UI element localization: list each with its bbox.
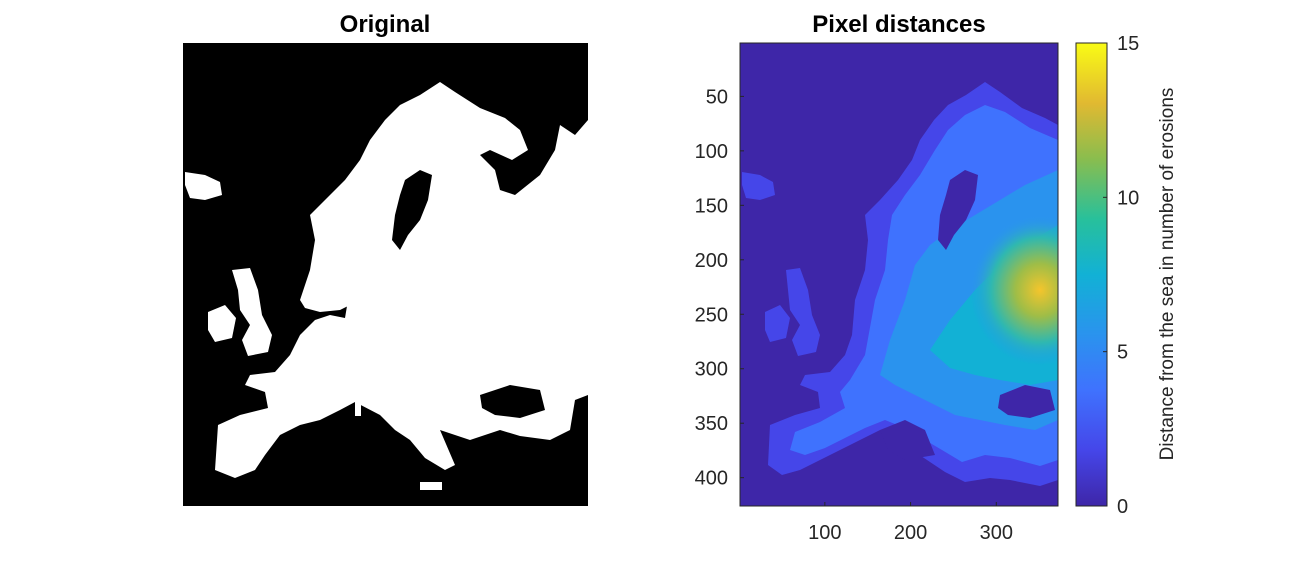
x-tick-label: 200 <box>894 522 927 544</box>
heatmap-iceland <box>742 172 775 200</box>
land-island-b <box>420 482 442 490</box>
y-tick-label: 350 <box>695 413 728 435</box>
colorbar-ticks: 0 5 10 15 <box>1103 33 1139 518</box>
colorbar-tick-label: 15 <box>1117 33 1139 55</box>
y-tick-label: 400 <box>695 468 728 490</box>
heatmap-ticks: 100 200 300 50 100 150 200 250 300 350 400 <box>695 86 1013 544</box>
colorbar-label: Distance from the sea in number of erosi… <box>1157 88 1178 461</box>
y-tick-label: 250 <box>695 304 728 326</box>
colorbar-tick-label: 10 <box>1117 187 1139 209</box>
y-tick-label: 200 <box>695 250 728 272</box>
heatmap-britain <box>786 268 820 356</box>
right-panel-title: Pixel distances <box>812 11 985 38</box>
heatmap-hotspot <box>970 215 1058 365</box>
land-iceland <box>185 172 222 200</box>
y-tick-label: 150 <box>695 195 728 217</box>
heatmap-axes-box <box>739 42 1059 507</box>
land-mainland <box>215 82 588 478</box>
sea-baltic <box>392 170 432 250</box>
land-island-a <box>355 398 361 416</box>
land-ireland <box>208 305 236 342</box>
x-tick-label: 300 <box>980 522 1013 544</box>
y-tick-label: 50 <box>706 86 728 108</box>
colorbar-tick-label: 0 <box>1117 496 1128 518</box>
colorbar <box>1075 42 1108 507</box>
heatmap-sea-black <box>998 385 1055 418</box>
distance-heatmap <box>740 43 1058 506</box>
left-panel-title: Original <box>340 11 431 38</box>
colorbar-tick-label: 5 <box>1117 342 1128 364</box>
heatmap-sea-baltic <box>938 170 978 250</box>
heatmap-ireland <box>765 305 790 342</box>
sea-mediterranean <box>330 420 390 460</box>
heatmap-sea-med <box>880 420 935 460</box>
original-map-image <box>183 43 588 506</box>
land-britain <box>232 268 272 356</box>
x-tick-label: 100 <box>808 522 841 544</box>
y-tick-label: 300 <box>695 359 728 381</box>
sea-black <box>480 385 545 418</box>
y-tick-label: 100 <box>695 141 728 163</box>
